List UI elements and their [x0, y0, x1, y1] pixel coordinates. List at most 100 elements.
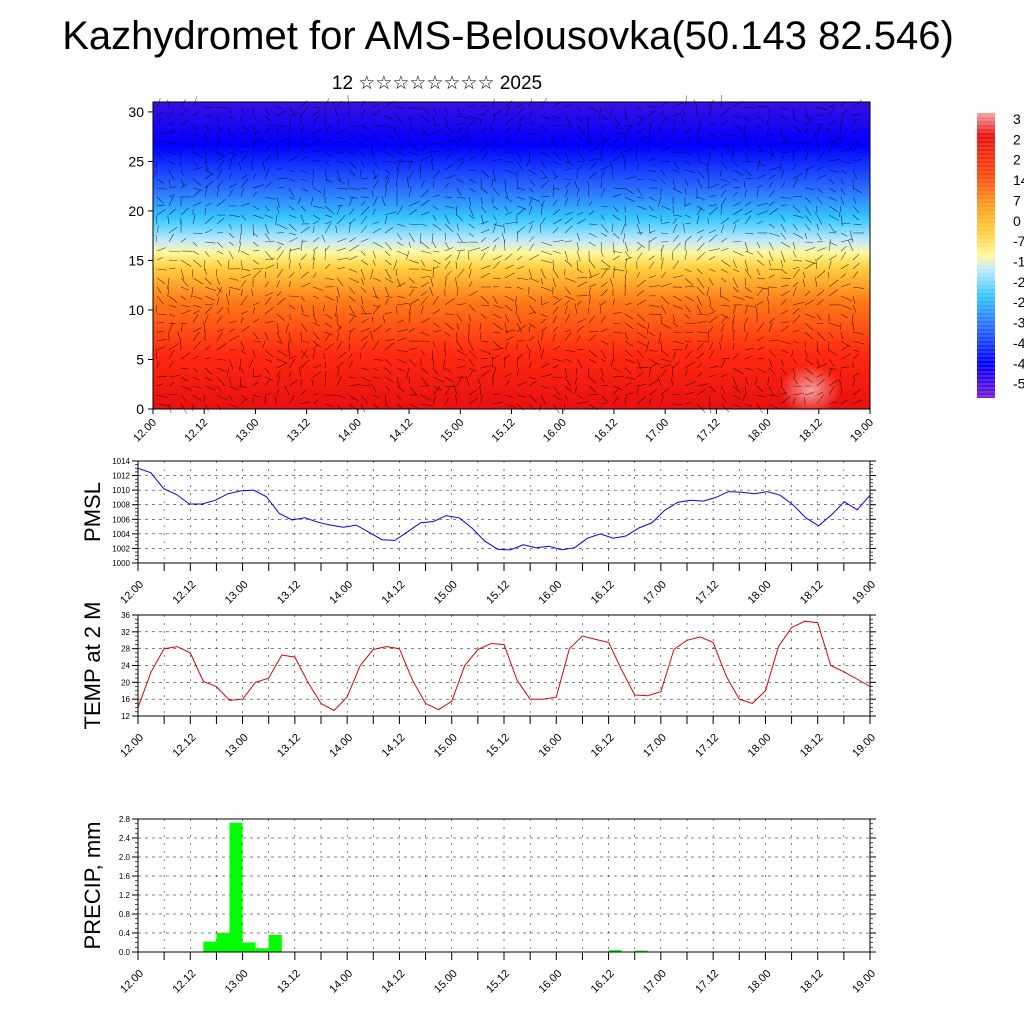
wind-vector	[384, 133, 393, 139]
wind-vector	[648, 158, 656, 162]
wind-vector	[684, 361, 696, 369]
wind-vector	[612, 298, 615, 306]
wind-vector	[756, 124, 763, 129]
wind-vector	[624, 313, 634, 320]
wind-vector	[576, 142, 580, 150]
wind-vector	[444, 247, 454, 252]
wind-vector	[804, 127, 809, 135]
colorbar-label: 0	[1013, 213, 1021, 229]
wind-vector	[708, 374, 716, 378]
wind-vector	[588, 358, 597, 364]
wind-vector	[312, 272, 317, 279]
wind-vector	[792, 162, 797, 171]
wind-vector	[360, 124, 371, 131]
wind-vector	[480, 169, 489, 178]
wind-vector	[720, 133, 733, 137]
wind-vector	[828, 196, 837, 202]
wind-vector	[696, 196, 705, 200]
wind-vector	[636, 106, 642, 112]
wind-vector	[324, 205, 335, 214]
wind-vector	[670, 378, 674, 387]
wind-vector	[264, 232, 270, 241]
wind-vector	[336, 160, 345, 164]
y-tick-label: 25	[128, 153, 144, 169]
wind-vector	[756, 241, 761, 249]
wind-vector	[492, 340, 503, 350]
wind-vector	[324, 151, 332, 157]
wind-vector	[660, 271, 667, 279]
wind-vector	[384, 403, 390, 409]
wind-vector	[828, 214, 840, 221]
wind-vector	[816, 378, 825, 387]
wind-vector	[264, 181, 273, 189]
wind-vector	[408, 403, 418, 408]
x-tick-label: 17.12	[693, 732, 721, 760]
wind-vector	[840, 160, 852, 164]
wind-vector	[720, 259, 731, 267]
wind-vector	[192, 241, 198, 247]
chart-title: Kazhydromet for AMS-Belousovka(50.143 82…	[62, 14, 954, 58]
wind-vector	[324, 331, 333, 336]
wind-vector	[228, 241, 235, 246]
wind-vector	[624, 196, 635, 203]
y-axis-label: PMSL	[80, 482, 105, 542]
wind-vector	[624, 241, 629, 252]
wind-vector	[276, 322, 280, 334]
wind-vector	[780, 358, 784, 367]
wind-vector	[310, 196, 314, 206]
wind-vector	[528, 361, 533, 369]
wind-vector	[429, 150, 434, 162]
x-tick-label: 19.00	[850, 732, 878, 760]
wind-vector	[540, 348, 544, 360]
wind-vector	[816, 174, 827, 180]
wind-vector	[516, 142, 525, 144]
wind-vector	[468, 104, 477, 108]
wind-vector	[780, 223, 786, 233]
wind-vector	[180, 178, 185, 186]
wind-vector	[288, 156, 298, 162]
wind-vector	[408, 327, 416, 333]
wind-vector	[384, 339, 395, 342]
wind-vector	[504, 394, 514, 398]
wind-vector	[620, 223, 626, 235]
wind-vector	[192, 160, 199, 168]
wind-vector	[156, 313, 167, 316]
wind-vector	[804, 322, 814, 331]
wind-vector	[264, 320, 275, 324]
wind-vector	[168, 375, 180, 378]
wind-vector	[155, 348, 158, 360]
wind-vector	[744, 332, 749, 342]
wind-vector	[540, 385, 549, 389]
wind-vector	[467, 250, 470, 261]
wind-vector	[720, 178, 731, 184]
wind-vector	[393, 259, 398, 271]
wind-vector	[216, 394, 228, 401]
wind-vector	[600, 205, 609, 208]
wind-vector	[576, 106, 582, 113]
wind-vector	[324, 138, 332, 144]
wind-vector	[780, 284, 789, 288]
wind-vector	[252, 130, 261, 135]
wind-vector	[336, 394, 345, 399]
wind-vector	[384, 216, 388, 225]
wind-vector	[564, 189, 569, 198]
wind-vector	[599, 106, 602, 119]
wind-vector	[732, 394, 741, 400]
wind-vector	[742, 394, 746, 402]
wind-vector	[756, 259, 765, 266]
wind-vector	[780, 133, 788, 144]
wind-vector	[360, 352, 362, 360]
wind-vector	[395, 268, 398, 276]
wind-vector	[540, 259, 552, 264]
wind-vector	[384, 250, 390, 256]
wind-vector	[828, 349, 837, 356]
wind-vector	[348, 160, 358, 170]
wind-vector	[396, 205, 404, 216]
wind-vector	[708, 99, 714, 108]
wind-vector	[840, 232, 848, 237]
wind-vector	[360, 206, 370, 216]
wind-vector	[708, 105, 713, 117]
wind-vector	[756, 202, 769, 207]
wind-vector	[276, 291, 282, 297]
wind-vector	[852, 142, 859, 153]
